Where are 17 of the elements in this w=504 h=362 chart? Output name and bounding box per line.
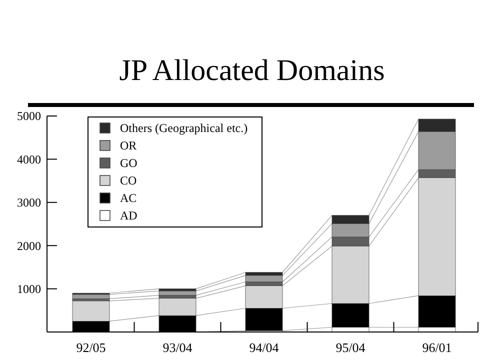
legend-label: AD: [120, 208, 138, 223]
y-tick-label: 1000: [17, 282, 41, 296]
legend-label: OR: [120, 138, 137, 153]
x-tick-label: 93/04: [162, 340, 193, 355]
legend-label: GO: [120, 156, 138, 170]
y-tick-label: 5000: [17, 109, 41, 124]
y-tick-label: 4000: [17, 152, 41, 166]
x-tick-label: 92/05: [76, 340, 106, 355]
chart-title: JP Allocated Domains: [119, 54, 385, 87]
x-tick-label: 95/04: [336, 340, 366, 355]
legend-label: Others (Geographical etc.): [120, 121, 248, 136]
y-tick-label: 3000: [17, 196, 41, 210]
x-tick-label: 96/01: [422, 340, 452, 355]
legend-label: CO: [120, 174, 138, 188]
y-tick-label: 2000: [17, 238, 41, 253]
x-tick-label: 94/04: [249, 340, 280, 355]
legend-label: AC: [120, 191, 137, 206]
